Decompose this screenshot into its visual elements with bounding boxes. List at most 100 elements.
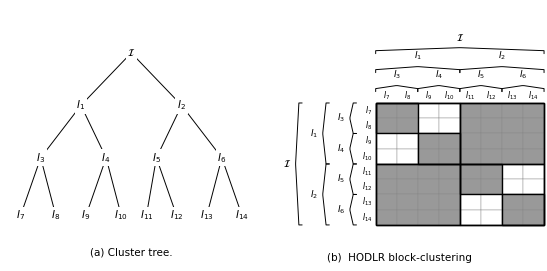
Text: $\mathcal{I}$: $\mathcal{I}$ (283, 159, 291, 169)
Bar (418, 194, 439, 210)
Bar (481, 149, 502, 164)
Text: $I_3$: $I_3$ (337, 112, 346, 124)
Bar (460, 194, 481, 210)
Bar (376, 149, 397, 164)
Text: $I_7$: $I_7$ (16, 209, 25, 222)
Bar (376, 103, 397, 118)
Text: $I_2$: $I_2$ (310, 188, 318, 201)
Bar (397, 133, 418, 149)
Bar (502, 149, 523, 164)
Bar (418, 164, 439, 179)
Text: $I_{10}$: $I_{10}$ (114, 209, 128, 222)
Bar (481, 164, 502, 179)
Bar (502, 194, 523, 210)
Text: (b)  HODLR block-clustering: (b) HODLR block-clustering (327, 253, 472, 263)
Bar (523, 210, 544, 225)
Text: $I_7$: $I_7$ (382, 89, 390, 102)
Bar (481, 103, 502, 118)
Text: $I_5$: $I_5$ (152, 151, 161, 165)
Text: $I_2$: $I_2$ (498, 49, 506, 62)
Bar (397, 210, 418, 225)
Text: $I_{11}$: $I_{11}$ (465, 89, 476, 102)
Bar (439, 118, 460, 133)
Bar (376, 103, 544, 225)
Bar (439, 210, 460, 225)
Bar (418, 103, 439, 118)
Bar (502, 133, 523, 149)
Text: $I_4$: $I_4$ (102, 151, 110, 165)
Text: $I_9$: $I_9$ (424, 89, 432, 102)
Bar (460, 164, 481, 179)
Text: $I_{11}$: $I_{11}$ (139, 209, 153, 222)
Bar (376, 194, 397, 210)
Text: $I_2$: $I_2$ (177, 98, 186, 112)
Bar (460, 179, 481, 195)
Bar (523, 118, 544, 133)
Bar (523, 149, 544, 164)
Text: $I_{10}$: $I_{10}$ (444, 89, 455, 102)
Text: $I_4$: $I_4$ (337, 143, 346, 155)
Bar (376, 210, 397, 225)
Text: $I_{12}$: $I_{12}$ (362, 180, 373, 193)
Bar (460, 133, 481, 149)
Bar (418, 149, 439, 164)
Bar (376, 103, 460, 164)
Bar (376, 133, 397, 149)
Bar (502, 195, 544, 225)
Bar (460, 103, 481, 118)
Text: $I_6$: $I_6$ (337, 204, 346, 216)
Bar (397, 179, 418, 195)
Bar (439, 164, 460, 179)
Text: $I_4$: $I_4$ (435, 68, 443, 81)
Text: $I_{12}$: $I_{12}$ (486, 89, 497, 102)
Bar (523, 133, 544, 149)
Bar (397, 194, 418, 210)
Text: $I_{13}$: $I_{13}$ (200, 209, 214, 222)
Bar (523, 194, 544, 210)
Text: $I_3$: $I_3$ (393, 68, 401, 81)
Bar (502, 179, 523, 195)
Text: $I_9$: $I_9$ (82, 209, 91, 222)
Bar (502, 164, 523, 179)
Bar (439, 179, 460, 195)
Text: $I_3$: $I_3$ (36, 151, 45, 165)
Text: $I_{14}$: $I_{14}$ (235, 209, 249, 222)
Text: $\mathcal{I}$: $\mathcal{I}$ (456, 32, 464, 43)
Bar (397, 118, 418, 133)
Bar (439, 149, 460, 164)
Bar (418, 210, 439, 225)
Text: $I_{11}$: $I_{11}$ (362, 165, 373, 178)
Bar (502, 103, 523, 118)
Text: $I_9$: $I_9$ (365, 135, 373, 147)
Bar (376, 118, 397, 133)
Bar (439, 133, 460, 149)
Bar (481, 179, 502, 195)
Bar (418, 133, 460, 164)
Text: $I_{13}$: $I_{13}$ (507, 89, 518, 102)
Bar (376, 103, 418, 133)
Text: $I_8$: $I_8$ (404, 89, 411, 102)
Bar (397, 149, 418, 164)
Bar (418, 179, 439, 195)
Bar (523, 179, 544, 195)
Text: $I_{10}$: $I_{10}$ (362, 150, 373, 163)
Text: $I_8$: $I_8$ (51, 209, 60, 222)
Bar (460, 149, 481, 164)
Bar (460, 164, 502, 195)
Bar (376, 164, 397, 179)
Text: (a) Cluster tree.: (a) Cluster tree. (90, 247, 173, 257)
Text: $I_8$: $I_8$ (365, 120, 373, 132)
Bar (481, 210, 502, 225)
Text: $I_5$: $I_5$ (477, 68, 485, 81)
Bar (481, 118, 502, 133)
Text: $I_1$: $I_1$ (310, 127, 318, 140)
Bar (376, 164, 460, 225)
Bar (418, 133, 439, 149)
Bar (460, 164, 544, 225)
Bar (523, 164, 544, 179)
Bar (439, 194, 460, 210)
Bar (397, 103, 418, 118)
Bar (460, 210, 481, 225)
Bar (502, 210, 523, 225)
Text: $I_{14}$: $I_{14}$ (362, 211, 373, 224)
